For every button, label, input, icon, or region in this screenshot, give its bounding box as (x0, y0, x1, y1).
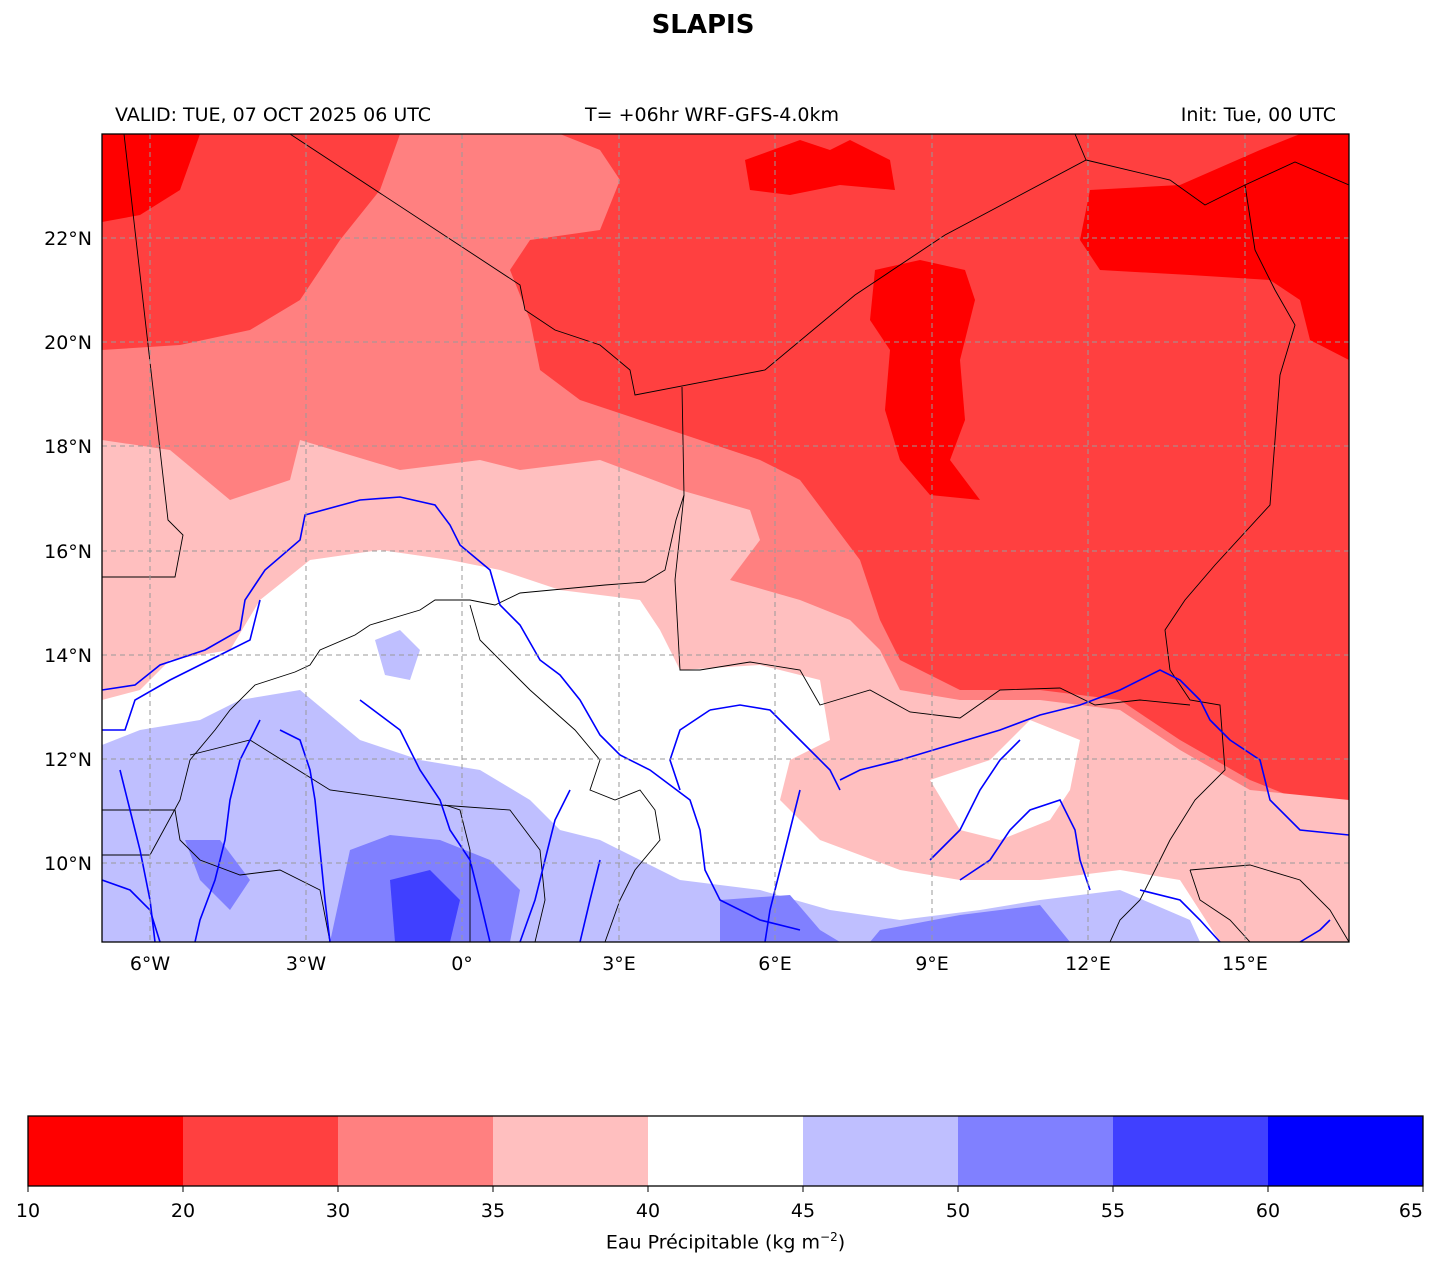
band-10-20-ne (1080, 134, 1349, 360)
colorbar-tick-30: 30 (326, 1200, 350, 1222)
colorbar-swatch-60-65 (1268, 1116, 1423, 1186)
longitude-labels: 6°W 3°W 0° 3°E 6°E 9°E 12°E 15°E (130, 953, 1268, 975)
lon-label-9e: 9°E (915, 953, 949, 975)
colorbar-swatch-45-50 (803, 1116, 958, 1186)
forecast-model-label: T= +06hr WRF-GFS-4.0km (585, 104, 839, 126)
lon-label-6w: 6°W (130, 953, 171, 975)
init-time-label: Init: Tue, 00 UTC (1180, 104, 1336, 126)
lon-label-3e: 3°E (602, 953, 636, 975)
band-10-20-n (745, 140, 895, 195)
lon-label-0: 0° (451, 953, 473, 975)
colorbar-swatch-35-40 (493, 1116, 648, 1186)
colorbar-tick-10: 10 (16, 1200, 40, 1222)
lon-label-12e: 12°E (1065, 953, 1111, 975)
colorbar-swatch-30-35 (338, 1116, 493, 1186)
colorbar-label-close: ) (837, 1231, 846, 1254)
colorbar-tick-35: 35 (481, 1200, 505, 1222)
lat-label-10n: 10°N (44, 853, 92, 875)
colorbar-tick-65: 65 (1399, 1200, 1423, 1222)
colorbar-swatch-20-30 (183, 1116, 338, 1186)
colorbar-frame (27, 1115, 1424, 1187)
colorbar: 10 20 30 35 40 45 50 55 60 65 (16, 1115, 1424, 1222)
colorbar-tick-55: 55 (1101, 1200, 1125, 1222)
band-10-20-center (870, 260, 980, 500)
colorbar-ticks (27, 1186, 1424, 1192)
lat-label-22n: 22°N (44, 228, 92, 250)
valid-time-label: VALID: TUE, 07 OCT 2025 06 UTC (115, 104, 431, 126)
country-borders (102, 134, 1349, 942)
colorbar-tick-45: 45 (791, 1200, 815, 1222)
lat-label-12n: 12°N (44, 749, 92, 771)
map-frame (101, 133, 1350, 943)
lat-label-18n: 18°N (44, 436, 92, 458)
colorbar-swatch-50-55 (958, 1116, 1113, 1186)
lat-label-20n: 20°N (44, 332, 92, 354)
gridlines (102, 134, 1349, 942)
colorbar-label: Eau Précipitable (kg m−2) (0, 1230, 1451, 1253)
latitude-labels: 22°N 20°N 18°N 16°N 14°N 12°N 10°N (44, 228, 92, 875)
map-title: SLAPIS (651, 10, 755, 40)
lat-label-16n: 16°N (44, 541, 92, 563)
colorbar-swatch-55-60 (1113, 1116, 1268, 1186)
colorbar-swatch-10-20 (28, 1116, 183, 1186)
band-20-30 (102, 134, 1349, 800)
band-55-60 (390, 870, 460, 942)
colorbar-label-text: Eau Précipitable (kg m (605, 1231, 821, 1254)
colorbar-swatch-40-45 (648, 1116, 803, 1186)
colorbar-tick-60: 60 (1256, 1200, 1280, 1222)
precipitable-water-field (102, 134, 1349, 942)
colorbar-tick-40: 40 (636, 1200, 660, 1222)
lon-label-3w: 3°W (286, 953, 327, 975)
lat-label-14n: 14°N (44, 645, 92, 667)
rivers (102, 496, 1349, 942)
colorbar-label-exponent: −2 (820, 1230, 838, 1244)
colorbar-tick-20: 20 (171, 1200, 195, 1222)
colorbar-tick-50: 50 (946, 1200, 970, 1222)
lon-label-15e: 15°E (1222, 953, 1268, 975)
lon-label-6e: 6°E (758, 953, 792, 975)
